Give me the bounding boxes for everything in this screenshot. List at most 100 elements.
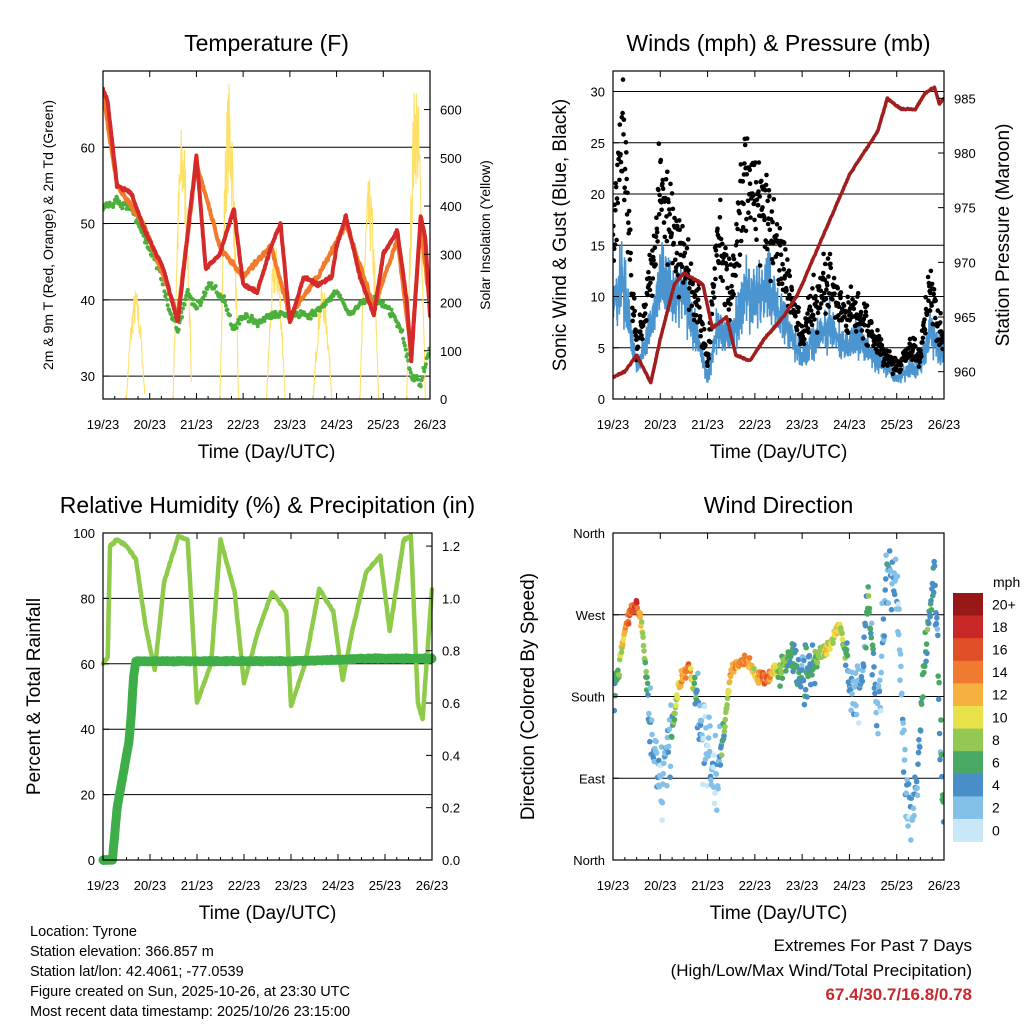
direction-point <box>705 742 711 749</box>
direction-point <box>860 663 867 670</box>
dewpoint-point <box>418 384 423 389</box>
winds-panel: Winds (mph) & Pressure (mb) Time (Day/UTC… <box>550 30 1014 463</box>
gust-point <box>822 261 828 267</box>
direction-point <box>882 576 889 582</box>
gust-point <box>767 227 773 233</box>
dewpoint-point <box>403 347 408 352</box>
x-tick-label: 25/23 <box>880 878 913 893</box>
gust-point <box>781 240 787 245</box>
gust-point <box>639 333 644 338</box>
direction-point <box>910 805 917 812</box>
x-tick-label: 24/23 <box>833 417 866 432</box>
gust-point <box>891 361 896 366</box>
gust-point <box>724 263 730 268</box>
direction-point <box>934 615 940 621</box>
gust-point <box>688 261 694 267</box>
direction-point <box>722 724 728 730</box>
gust-point <box>851 306 857 312</box>
gust-point <box>628 272 634 278</box>
direction-point <box>751 665 757 672</box>
gust-point <box>706 356 711 361</box>
direction-point <box>863 645 869 651</box>
gust-point <box>705 363 710 369</box>
gust-point <box>806 330 811 335</box>
gust-point <box>824 287 829 292</box>
gust-point <box>875 327 880 333</box>
dewpoint-point <box>402 343 407 348</box>
direction-point <box>814 659 821 666</box>
direction-point <box>855 666 862 672</box>
direction-point <box>880 616 887 622</box>
direction-point <box>939 792 944 798</box>
gust-point <box>654 226 660 232</box>
direction-point <box>872 690 878 697</box>
gust-point <box>760 205 765 210</box>
gust-point <box>810 312 816 318</box>
direction-point <box>867 626 874 632</box>
gust-point <box>864 303 870 308</box>
dewpoint-point <box>249 313 254 318</box>
direction-point <box>877 708 884 714</box>
direction-point <box>616 656 623 663</box>
gust-point <box>836 313 841 318</box>
direction-point <box>936 679 942 686</box>
direction-point <box>666 726 672 733</box>
x-tick-label: 21/23 <box>180 417 213 432</box>
direction-point <box>935 673 941 679</box>
direction-point <box>708 777 714 783</box>
direction-point <box>865 593 872 599</box>
x-tick-label: 23/23 <box>274 417 307 432</box>
gust-point <box>613 184 619 190</box>
gust-point <box>692 292 698 298</box>
direction-point <box>935 696 942 703</box>
direction-point <box>795 656 802 663</box>
dewpoint-point <box>329 297 334 302</box>
y-right-tick-label: 1.2 <box>442 539 460 554</box>
gust-point <box>764 172 769 178</box>
dewpoint-point <box>164 297 169 302</box>
direction-point <box>645 692 651 698</box>
gust-point <box>832 291 837 297</box>
gust-point <box>646 269 651 275</box>
gust-point <box>853 300 858 305</box>
direction-point <box>853 711 860 718</box>
direction-point <box>665 749 672 755</box>
gust-point <box>845 294 850 300</box>
gust-point <box>613 258 617 263</box>
gust-point <box>878 337 884 342</box>
gust-point <box>666 199 671 205</box>
direction-point <box>921 669 927 676</box>
gust-point <box>823 296 829 302</box>
direction-point <box>801 701 808 708</box>
humidity-ylabel-left: Percent & Total Rainfall <box>24 598 45 795</box>
gust-point <box>667 211 672 217</box>
gust-point <box>805 326 811 331</box>
direction-point <box>897 677 903 683</box>
gust-point <box>926 298 931 304</box>
gust-point <box>736 263 742 268</box>
gust-point <box>766 188 772 193</box>
gust-point <box>713 248 719 253</box>
direction-point <box>697 722 704 728</box>
gust-point <box>717 215 723 220</box>
x-tick-label: 26/23 <box>416 878 449 893</box>
gust-point <box>929 281 935 287</box>
direction-point <box>722 716 729 723</box>
gust-point <box>917 359 922 365</box>
direction-point <box>885 600 892 606</box>
dewpoint-point <box>222 294 227 299</box>
direction-point <box>721 728 728 735</box>
direction-point <box>938 717 944 723</box>
direction-point <box>713 771 720 777</box>
y-tick-label: 60 <box>81 657 95 672</box>
gust-point <box>704 360 710 365</box>
direction-point <box>891 591 898 598</box>
gust-point <box>786 268 792 274</box>
direction-point <box>827 646 833 652</box>
gust-point <box>787 273 793 279</box>
y-right-tick-label: 960 <box>954 365 976 380</box>
dewpoint-point <box>182 302 187 307</box>
dewpoint-point <box>400 328 405 333</box>
dewpoint-point <box>180 306 185 311</box>
gust-point <box>649 293 655 299</box>
